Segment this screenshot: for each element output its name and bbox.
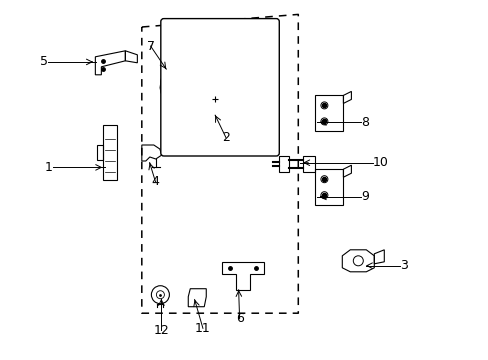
Text: 12: 12	[153, 324, 169, 337]
FancyBboxPatch shape	[161, 19, 279, 156]
Text: 9: 9	[360, 190, 368, 203]
Text: 10: 10	[372, 156, 387, 169]
Text: 2: 2	[222, 131, 229, 144]
Text: 7: 7	[146, 40, 154, 53]
Text: 8: 8	[360, 116, 368, 129]
Text: 1: 1	[45, 161, 53, 174]
Ellipse shape	[161, 63, 177, 96]
Text: 4: 4	[151, 175, 159, 188]
Text: 6: 6	[235, 312, 243, 325]
Text: 11: 11	[195, 322, 210, 335]
Text: 5: 5	[40, 55, 48, 68]
Text: 3: 3	[399, 259, 407, 272]
